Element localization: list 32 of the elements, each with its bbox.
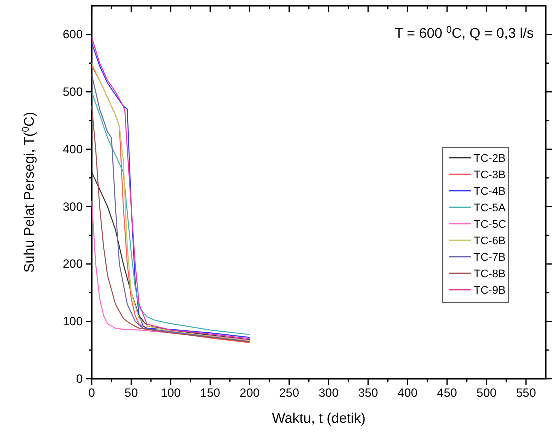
x-tick-label: 550 [516,386,537,400]
x-tick-label: 450 [437,386,458,400]
y-tick-label: 600 [62,28,84,42]
y-tick-label: 100 [62,314,84,329]
x-tick-label: 300 [318,386,340,400]
legend-label: TC-5C [474,219,506,231]
legend-label: TC-2B [474,153,506,165]
legend-label: TC-8B [474,268,506,280]
x-tick-label: 250 [279,386,300,400]
line-series [92,172,250,340]
legend-label: TC-7B [474,252,506,264]
x-tick-label: 500 [476,386,498,400]
x-tick-label: 400 [398,386,418,400]
x-tick-label: 0 [88,386,96,400]
legend-label: TC-3B [474,170,506,182]
x-tick-label: 200 [240,386,260,400]
y-tick-label: 0 [76,372,84,386]
legend-label: TC-6B [474,236,506,248]
legend-label: TC-4B [474,186,506,198]
y-tick-label: 300 [62,200,84,214]
y-tick-label: 500 [62,85,84,100]
legend-label: TC-5A [474,202,506,214]
x-tick-label: 100 [160,386,182,400]
x-axis-title: Waktu, t (detik) [272,410,366,426]
x-tick-label: 150 [200,386,221,400]
y-tick-label: 400 [62,142,84,156]
annotation: T = 600 $^{0}$C, Q = 0,3 l/s [394,24,534,41]
x-tick-label: 350 [358,386,379,400]
y-tick-label: 200 [62,257,84,272]
line-series [92,200,250,342]
x-tick-label: 50 [124,386,138,400]
legend-label: TC-9B [474,285,506,297]
